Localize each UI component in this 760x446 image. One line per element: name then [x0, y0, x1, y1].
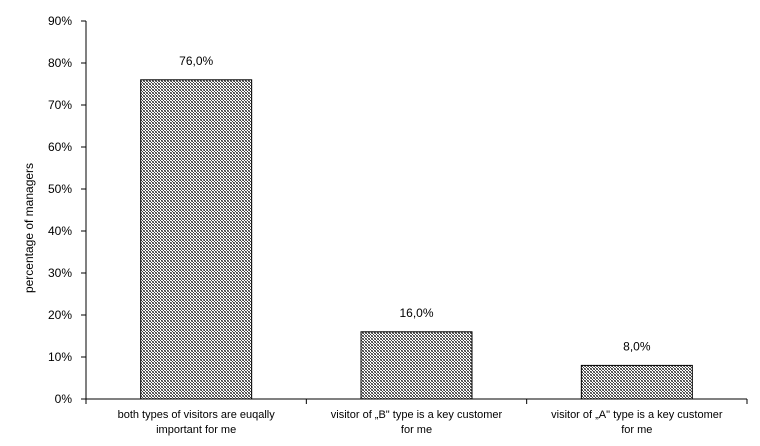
x-category-label-line: visitor of „A" type is a key customer — [551, 409, 723, 421]
x-category-label: both types of visitors are euqally import… — [118, 409, 276, 436]
data-label: 8,0% — [623, 339, 651, 353]
bar — [140, 79, 253, 400]
y-tick-label: 20% — [48, 308, 72, 322]
y-tick-label: 80% — [48, 56, 72, 70]
y-tick-label: 40% — [48, 224, 72, 238]
x-category-label-line: visitor of „B" type is a key customer — [331, 409, 503, 421]
bar — [360, 331, 473, 400]
data-label: 16,0% — [399, 306, 433, 320]
bar — [580, 364, 693, 400]
y-tick-label: 50% — [48, 182, 72, 196]
x-category-label-line: important for me — [156, 424, 236, 436]
y-tick-label: 0% — [55, 392, 73, 406]
bars-layer — [140, 79, 693, 400]
x-category-label-line: for me — [621, 424, 652, 436]
x-category-label: visitor of „B" type is a key customer for… — [331, 409, 503, 436]
x-category-label-line: both types of visitors are euqally — [118, 409, 276, 421]
y-axis-label: percentage of managers — [22, 163, 36, 293]
x-category-label-line: for me — [401, 424, 432, 436]
labels-layer: 76,0% both types of visitors are euqally i… — [118, 54, 723, 436]
y-tick-label: 30% — [48, 266, 72, 280]
y-tick-label: 90% — [48, 14, 72, 28]
data-label: 76,0% — [179, 54, 213, 68]
y-tick-layer: 0% 10% 20% 30% 40% 50% 60% 70% 80% 90% — [48, 14, 748, 406]
x-category-label: visitor of „A" type is a key customer for… — [551, 409, 723, 436]
y-tick-label: 60% — [48, 140, 72, 154]
y-tick-label: 10% — [48, 350, 72, 364]
y-tick-label: 70% — [48, 98, 72, 112]
